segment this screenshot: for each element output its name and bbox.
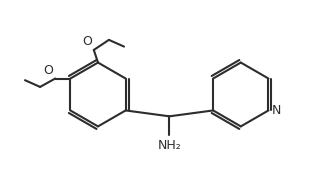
Text: N: N [272,104,281,117]
Text: O: O [44,64,53,77]
Text: NH₂: NH₂ [157,139,181,152]
Text: O: O [82,35,92,48]
